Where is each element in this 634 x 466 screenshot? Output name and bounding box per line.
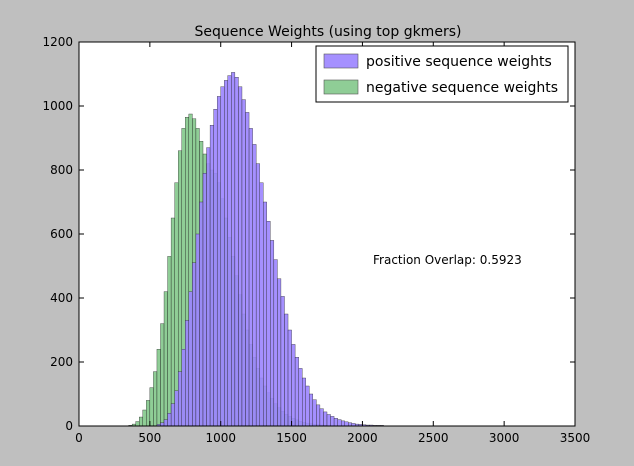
y-tick-label: 800 bbox=[50, 163, 73, 177]
negative-bar bbox=[170, 217, 175, 427]
positive-bar bbox=[167, 413, 172, 427]
positive-bar bbox=[330, 416, 335, 427]
negative-bar bbox=[139, 416, 143, 427]
positive-bar bbox=[227, 75, 232, 427]
positive-bar bbox=[305, 385, 310, 427]
positive-bar bbox=[163, 419, 168, 427]
x-axis: 0 500 1000 1500 2000 2500 3000 3500 bbox=[75, 42, 590, 445]
positive-bar bbox=[309, 393, 314, 427]
positive-bar bbox=[216, 96, 221, 427]
positive-bar bbox=[209, 125, 214, 427]
x-tick-label: 0 bbox=[75, 431, 83, 445]
y-axis: 0 200 400 600 800 1000 1200 bbox=[42, 35, 575, 433]
negative-bar bbox=[142, 409, 147, 427]
positive-bar bbox=[340, 420, 345, 427]
positive-bar bbox=[252, 144, 257, 427]
negative-bar bbox=[160, 323, 165, 427]
positive-bar bbox=[192, 262, 197, 427]
y-tick-label: 200 bbox=[50, 355, 73, 369]
positive-bar bbox=[263, 201, 267, 427]
positive-bar bbox=[266, 221, 271, 427]
positive-bar bbox=[241, 99, 246, 427]
positive-bar bbox=[199, 201, 204, 427]
x-tick-label: 3000 bbox=[489, 431, 520, 445]
positive-bar bbox=[178, 371, 182, 427]
positive-bar bbox=[245, 112, 250, 427]
positive-bar bbox=[220, 86, 225, 427]
x-tick-label: 2500 bbox=[418, 431, 449, 445]
positive-bar bbox=[206, 147, 211, 427]
legend: positive sequence weights negative seque… bbox=[315, 45, 569, 103]
positive-bar bbox=[298, 368, 303, 427]
legend-swatch-negative bbox=[323, 79, 359, 95]
legend-label-negative: negative sequence weights bbox=[366, 80, 558, 96]
positive-bar bbox=[234, 77, 239, 427]
negative-bar bbox=[149, 387, 154, 427]
positive-bar bbox=[280, 296, 285, 427]
legend-swatch-positive bbox=[323, 53, 359, 69]
positive-bar bbox=[188, 291, 193, 427]
positive-bar bbox=[326, 414, 331, 427]
positive-bar bbox=[255, 163, 260, 427]
negative-bar bbox=[156, 349, 161, 427]
positive-bar bbox=[333, 418, 338, 427]
positive-bar bbox=[337, 419, 342, 427]
positive-bar bbox=[174, 390, 179, 427]
positive-bar bbox=[294, 357, 299, 427]
positive-bar bbox=[195, 233, 200, 427]
negative-bar bbox=[167, 256, 172, 427]
positive-bar bbox=[224, 80, 228, 427]
positive-bar bbox=[185, 320, 190, 427]
fraction-overlap-annotation: Fraction Overlap: 0.5923 bbox=[373, 253, 522, 267]
positive-bar bbox=[316, 404, 321, 427]
positive-bar bbox=[248, 128, 253, 427]
positive-bar bbox=[213, 109, 218, 427]
y-tick-label: 0 bbox=[65, 419, 73, 433]
positive-bar bbox=[302, 377, 306, 427]
positive-bar bbox=[238, 86, 243, 427]
chart-title: Sequence Weights (using top gkmers) bbox=[195, 24, 462, 40]
y-tick-label: 600 bbox=[50, 227, 73, 241]
positive-bar bbox=[277, 278, 282, 427]
positive-bar bbox=[231, 72, 236, 427]
x-tick-label: 2000 bbox=[347, 431, 378, 445]
positive-bar bbox=[270, 240, 275, 427]
negative-bar bbox=[174, 182, 179, 427]
positive-bar bbox=[259, 182, 264, 427]
positive-bar bbox=[291, 344, 296, 427]
positive-bar bbox=[312, 399, 317, 427]
positive-bar bbox=[170, 403, 175, 427]
x-tick-label: 1500 bbox=[276, 431, 307, 445]
y-tick-label: 1200 bbox=[42, 35, 73, 49]
positive-bar bbox=[181, 349, 186, 427]
y-tick-label: 1000 bbox=[42, 99, 73, 113]
negative-bar bbox=[163, 291, 168, 427]
negative-bar bbox=[153, 371, 158, 427]
positive-bar bbox=[319, 408, 324, 427]
legend-label-positive: positive sequence weights bbox=[366, 54, 552, 70]
y-tick-label: 400 bbox=[50, 291, 73, 305]
positive-bar bbox=[344, 421, 349, 427]
negative-bar bbox=[135, 421, 140, 427]
positive-bar bbox=[323, 411, 328, 427]
positive-bar bbox=[273, 259, 278, 427]
x-tick-label: 3500 bbox=[560, 431, 591, 445]
negative-bar bbox=[146, 400, 151, 427]
positive-bar bbox=[202, 173, 207, 427]
positive-bar bbox=[287, 329, 292, 427]
positive-bar bbox=[284, 313, 289, 427]
x-tick-label: 500 bbox=[138, 431, 161, 445]
x-tick-label: 1000 bbox=[205, 431, 236, 445]
